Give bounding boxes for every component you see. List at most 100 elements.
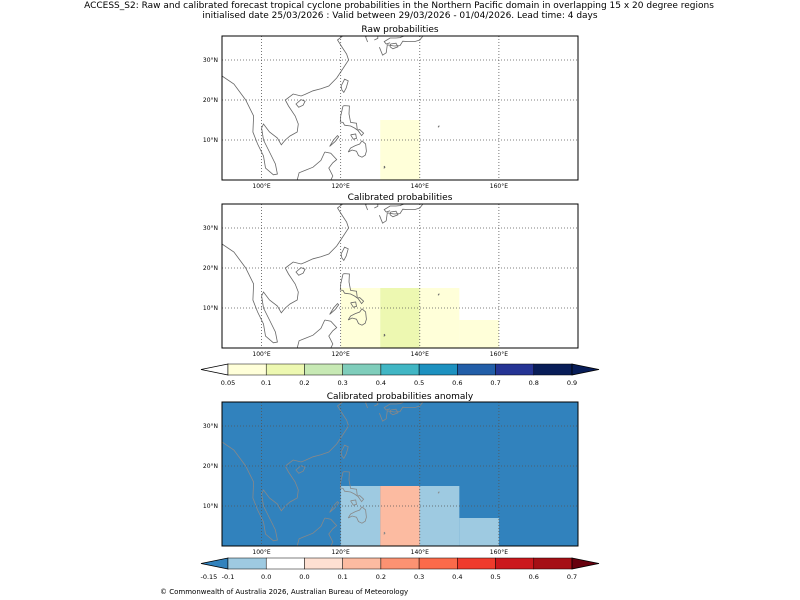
coastline — [222, 402, 350, 542]
colorbar-swatch — [342, 363, 382, 376]
colorbar-swatch — [457, 557, 496, 570]
colorbar-swatch — [495, 363, 535, 376]
map-panel-3: Calibrated probabilities anomaly 100°E 120… — [203, 392, 579, 556]
coastline — [379, 204, 424, 224]
coastline — [339, 471, 358, 497]
coastline — [324, 517, 338, 546]
coastline — [296, 319, 326, 348]
coastline — [379, 36, 424, 56]
colorbar-over-arrow — [571, 363, 600, 376]
y-tick-label: 20°N — [203, 265, 218, 272]
colorbar-label: 0.4 — [452, 573, 462, 581]
colorbar-swatch — [227, 363, 267, 376]
colorbar-1: 0.05 0.1 0.2 0.3 0.4 0.5 0.6 0.7 0.8 0.9 — [200, 363, 600, 387]
x-tick-label: 120°E — [332, 183, 350, 190]
coastline — [350, 301, 357, 308]
coastline — [389, 408, 399, 416]
coastline — [324, 319, 338, 348]
coastline — [340, 246, 349, 262]
map-frame — [221, 35, 579, 181]
x-tick-label: 160°E — [490, 549, 508, 556]
probability-cell — [380, 288, 420, 348]
probability-cell — [380, 120, 420, 180]
y-tick-label: 30°N — [203, 57, 218, 64]
colorbar-swatch — [380, 557, 420, 570]
coastline — [295, 267, 306, 276]
coastline — [340, 444, 349, 460]
colorbar-label: 0.7 — [490, 379, 500, 387]
colorbar-label: 0.6 — [529, 573, 539, 581]
colorbar-label: 0.7 — [567, 573, 577, 581]
coastline — [222, 36, 350, 176]
coastline — [329, 135, 340, 147]
y-tick-label: 30°N — [203, 225, 218, 232]
coastline — [383, 531, 386, 535]
x-tick-label: 140°E — [411, 351, 429, 358]
probability-cell — [459, 518, 499, 546]
coastline — [329, 501, 340, 513]
coastline — [383, 36, 405, 45]
colorbar-label: -0.1 — [222, 573, 235, 581]
y-tick-label: 10°N — [203, 503, 218, 510]
copyright-footer: © Commonwealth of Australia 2026, Austra… — [160, 588, 408, 596]
colorbar-swatch — [304, 363, 343, 376]
colorbar-label: 0.0 — [261, 573, 271, 581]
map-content — [222, 402, 578, 546]
colorbar-2: -0.15 -0.1 0.0 0.0 0.1 0.2 0.3 0.4 0.5 0.6 0.7 — [200, 557, 600, 581]
y-tick-label: 20°N — [203, 97, 218, 104]
coastline — [357, 297, 365, 305]
colorbar-label: 0.2 — [299, 379, 309, 387]
x-tick-label: 140°E — [411, 183, 429, 190]
colorbar-label: 0.05 — [221, 379, 235, 387]
colorbar-label: 0.5 — [414, 379, 424, 387]
coastline — [295, 465, 306, 474]
coastline — [437, 125, 440, 128]
x-tick-label: 140°E — [411, 549, 429, 556]
colorbar-over-arrow — [571, 557, 600, 570]
colorbar-label: 0.3 — [414, 573, 424, 581]
coastline — [357, 129, 365, 137]
colorbar-label: 0.6 — [452, 379, 462, 387]
coastline — [374, 402, 379, 407]
colorbar-swatch — [418, 557, 458, 570]
colorbar-label: 0.5 — [490, 573, 500, 581]
coastline — [389, 42, 399, 50]
map-content — [222, 204, 578, 348]
colorbar-label: -0.15 — [200, 573, 217, 581]
panel-title: Calibrated probabilities anomaly — [327, 392, 474, 402]
coastline — [357, 495, 365, 503]
probability-cell — [459, 320, 499, 348]
colorbar-label: 0.0 — [299, 573, 309, 581]
coastline — [350, 133, 357, 140]
x-tick-label: 100°E — [252, 549, 270, 556]
probability-cell — [380, 486, 420, 546]
map-panel-2: Calibrated probabilities 100°E 120°E 140°E 1… — [203, 193, 579, 358]
colorbar-swatch — [304, 557, 343, 570]
probability-cell — [419, 486, 460, 546]
colorbar-swatch — [533, 363, 573, 376]
y-tick-label: 10°N — [203, 137, 218, 144]
map-content — [222, 36, 578, 180]
colorbar-under-arrow — [200, 363, 229, 376]
coastline — [437, 293, 440, 296]
colorbar-label: 0.2 — [376, 573, 386, 581]
coastline — [374, 204, 379, 209]
coastline — [383, 333, 386, 337]
x-tick-label: 120°E — [332, 549, 350, 556]
x-tick-label: 120°E — [332, 351, 350, 358]
figure-title-line-1: ACCESS_S2: Raw and calibrated forecast t… — [84, 1, 714, 11]
colorbar-under-arrow — [200, 557, 229, 570]
colorbar-label: 0.1 — [261, 379, 271, 387]
coastline — [383, 165, 386, 169]
colorbar-label: 0.4 — [376, 379, 386, 387]
coastline — [222, 204, 350, 344]
map-frame — [221, 203, 579, 349]
x-tick-label: 160°E — [490, 351, 508, 358]
coastline — [296, 151, 326, 180]
colorbar-swatch — [265, 557, 305, 570]
colorbar-swatch — [457, 363, 496, 376]
x-tick-label: 100°E — [252, 351, 270, 358]
y-tick-label: 20°N — [203, 463, 218, 470]
colorbar-swatch — [380, 363, 420, 376]
coastline — [339, 105, 358, 131]
